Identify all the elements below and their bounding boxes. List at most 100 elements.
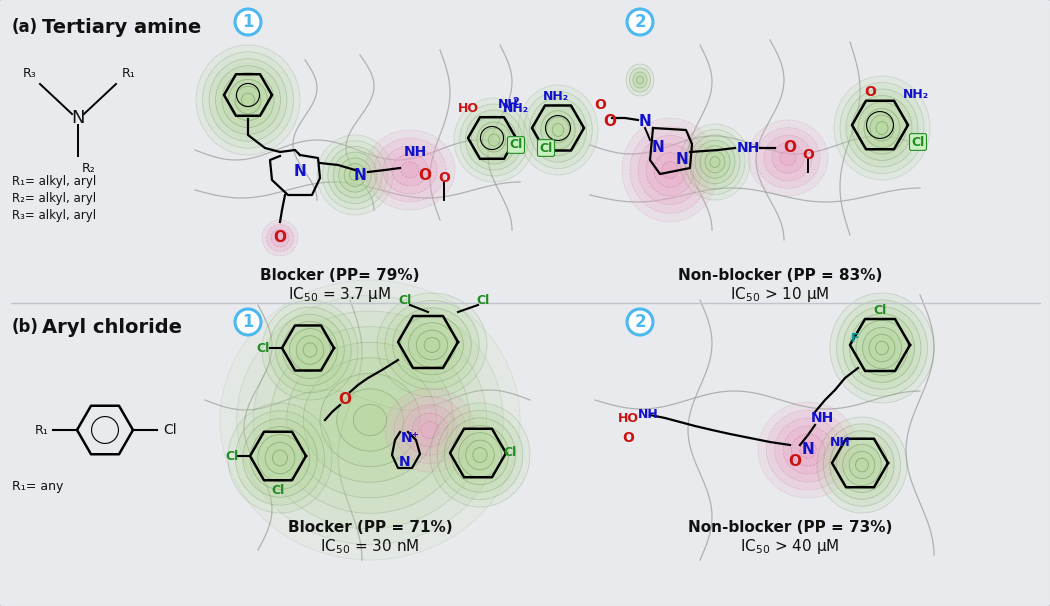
- Ellipse shape: [243, 419, 317, 498]
- Text: O: O: [783, 141, 797, 156]
- Ellipse shape: [287, 342, 454, 498]
- Text: N: N: [801, 442, 815, 458]
- Ellipse shape: [477, 122, 511, 158]
- Text: O: O: [604, 115, 616, 130]
- Ellipse shape: [383, 146, 437, 194]
- Ellipse shape: [783, 426, 833, 474]
- Ellipse shape: [626, 64, 654, 96]
- Ellipse shape: [869, 335, 895, 362]
- Ellipse shape: [483, 128, 505, 152]
- Ellipse shape: [290, 328, 331, 371]
- Ellipse shape: [876, 341, 888, 355]
- Ellipse shape: [756, 128, 820, 188]
- Ellipse shape: [518, 85, 598, 175]
- Ellipse shape: [633, 72, 647, 88]
- Text: Cl: Cl: [874, 304, 886, 316]
- Ellipse shape: [529, 98, 587, 162]
- Ellipse shape: [775, 418, 841, 482]
- Text: Cl: Cl: [540, 141, 552, 155]
- Ellipse shape: [471, 116, 517, 164]
- Ellipse shape: [303, 343, 317, 357]
- Text: NH: NH: [811, 411, 834, 425]
- Ellipse shape: [337, 389, 403, 451]
- Ellipse shape: [322, 141, 387, 209]
- Ellipse shape: [849, 451, 875, 479]
- Ellipse shape: [209, 59, 287, 141]
- Ellipse shape: [276, 315, 344, 385]
- Text: O: O: [419, 167, 432, 182]
- Circle shape: [235, 309, 261, 335]
- Ellipse shape: [403, 405, 457, 455]
- Ellipse shape: [333, 152, 377, 198]
- Text: Non-blocker (PP = 73%): Non-blocker (PP = 73%): [688, 520, 892, 535]
- Text: NH₂: NH₂: [903, 88, 929, 101]
- Ellipse shape: [196, 45, 300, 155]
- Ellipse shape: [472, 448, 487, 462]
- Text: Cl: Cl: [398, 293, 412, 307]
- Ellipse shape: [830, 293, 934, 403]
- Ellipse shape: [385, 301, 479, 390]
- Ellipse shape: [680, 124, 750, 200]
- Ellipse shape: [662, 161, 678, 179]
- Ellipse shape: [800, 442, 816, 458]
- Text: NH: NH: [736, 141, 759, 155]
- Ellipse shape: [266, 442, 295, 474]
- Ellipse shape: [622, 118, 718, 222]
- Ellipse shape: [328, 147, 382, 204]
- Ellipse shape: [339, 158, 372, 192]
- Ellipse shape: [840, 82, 924, 173]
- Ellipse shape: [870, 115, 894, 141]
- Ellipse shape: [459, 433, 502, 478]
- Text: IC$_{50}$ > 40 μM: IC$_{50}$ > 40 μM: [740, 537, 840, 556]
- Text: R₁= alkyl, aryl: R₁= alkyl, aryl: [12, 175, 97, 188]
- Ellipse shape: [374, 138, 446, 202]
- Circle shape: [627, 309, 653, 335]
- Ellipse shape: [547, 117, 569, 143]
- Ellipse shape: [350, 169, 360, 181]
- Ellipse shape: [320, 373, 420, 467]
- Ellipse shape: [837, 300, 927, 396]
- Ellipse shape: [430, 403, 530, 507]
- Ellipse shape: [852, 96, 912, 161]
- Ellipse shape: [394, 396, 466, 464]
- Ellipse shape: [630, 127, 710, 213]
- Text: NH: NH: [830, 436, 850, 450]
- Text: Cl: Cl: [911, 136, 925, 148]
- Text: N⁺: N⁺: [400, 431, 419, 445]
- Ellipse shape: [377, 293, 487, 397]
- Ellipse shape: [488, 134, 500, 146]
- Text: (b): (b): [12, 318, 39, 336]
- Ellipse shape: [862, 327, 902, 368]
- Ellipse shape: [235, 86, 261, 114]
- Ellipse shape: [242, 93, 254, 107]
- Ellipse shape: [317, 135, 393, 215]
- Ellipse shape: [690, 135, 740, 189]
- Ellipse shape: [228, 403, 332, 513]
- Ellipse shape: [215, 65, 280, 135]
- Ellipse shape: [843, 307, 921, 389]
- Ellipse shape: [392, 154, 428, 186]
- Ellipse shape: [257, 435, 302, 482]
- Text: N: N: [399, 455, 411, 469]
- Ellipse shape: [271, 229, 289, 247]
- Text: Blocker (PP= 79%): Blocker (PP= 79%): [260, 268, 420, 283]
- Ellipse shape: [354, 404, 386, 436]
- Text: Cl: Cl: [509, 139, 523, 152]
- Text: R₂: R₂: [82, 162, 96, 175]
- Ellipse shape: [303, 358, 437, 482]
- Ellipse shape: [385, 388, 475, 472]
- Ellipse shape: [203, 52, 294, 148]
- Text: R₃: R₃: [22, 67, 36, 80]
- Ellipse shape: [780, 150, 796, 165]
- Text: Aryl chloride: Aryl chloride: [42, 318, 182, 337]
- Text: N: N: [652, 141, 665, 156]
- Ellipse shape: [836, 438, 887, 493]
- Ellipse shape: [421, 422, 439, 438]
- Ellipse shape: [541, 111, 575, 149]
- Ellipse shape: [408, 323, 456, 367]
- Text: O: O: [802, 148, 814, 162]
- Ellipse shape: [282, 321, 337, 379]
- Text: Cl: Cl: [256, 342, 270, 355]
- Text: R₁= any: R₁= any: [12, 480, 63, 493]
- Ellipse shape: [444, 418, 516, 492]
